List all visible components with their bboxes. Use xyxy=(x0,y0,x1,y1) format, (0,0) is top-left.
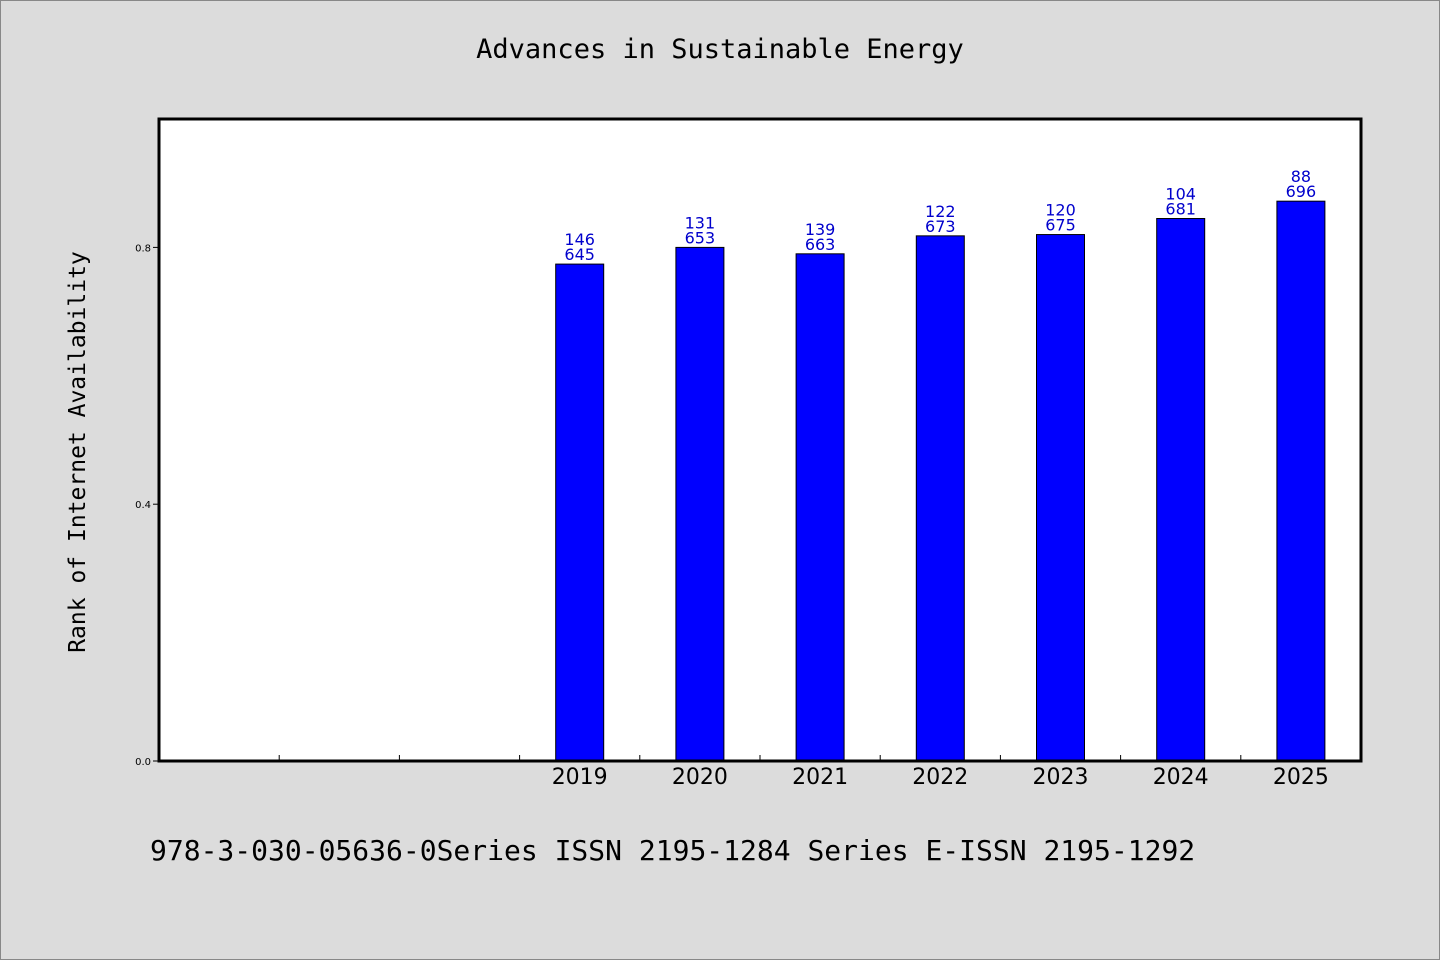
x-tick-label: 2024 xyxy=(1153,765,1209,790)
x-tick-label: 2022 xyxy=(912,765,968,790)
bar xyxy=(555,263,605,762)
bar xyxy=(795,253,845,762)
x-tick-label: 2019 xyxy=(552,765,608,790)
bar xyxy=(1036,234,1085,762)
x-tick-label: 2021 xyxy=(792,765,848,790)
bar xyxy=(915,235,965,762)
data-label-upper: 120 xyxy=(1045,201,1076,220)
data-label-upper: 146 xyxy=(564,230,595,249)
x-tick-label: 2025 xyxy=(1273,765,1329,790)
bars-layer xyxy=(555,200,1326,762)
plot-border xyxy=(157,117,1363,763)
bar xyxy=(675,246,725,762)
y-tick-label: 0.4 xyxy=(135,500,151,511)
y-tick-label: 0.8 xyxy=(135,243,151,254)
x-tick-label: 2020 xyxy=(672,765,728,790)
footer-note: 978-3-030-05636-0Series ISSN 2195-1284 S… xyxy=(150,834,1196,867)
data-label-upper: 88 xyxy=(1291,167,1311,186)
data-label-lower: 645 xyxy=(564,245,595,264)
data-label-lower: 673 xyxy=(925,217,956,236)
bar xyxy=(1156,218,1206,762)
data-label-lower: 696 xyxy=(1286,182,1317,201)
data-label-upper: 131 xyxy=(685,213,716,232)
data-label-lower: 675 xyxy=(1045,216,1076,235)
data-label-lower: 681 xyxy=(1165,200,1196,219)
data-label-upper: 139 xyxy=(805,220,836,239)
chart-title: Advances in Sustainable Energy xyxy=(476,34,964,65)
data-label-upper: 104 xyxy=(1165,185,1196,204)
data-label-upper: 122 xyxy=(925,202,956,221)
x-tick-label: 2023 xyxy=(1033,765,1089,790)
y-tick-label: 0.0 xyxy=(135,757,151,768)
data-label-lower: 663 xyxy=(805,235,836,254)
data-label-lower: 653 xyxy=(685,228,716,247)
bar xyxy=(1276,200,1326,762)
